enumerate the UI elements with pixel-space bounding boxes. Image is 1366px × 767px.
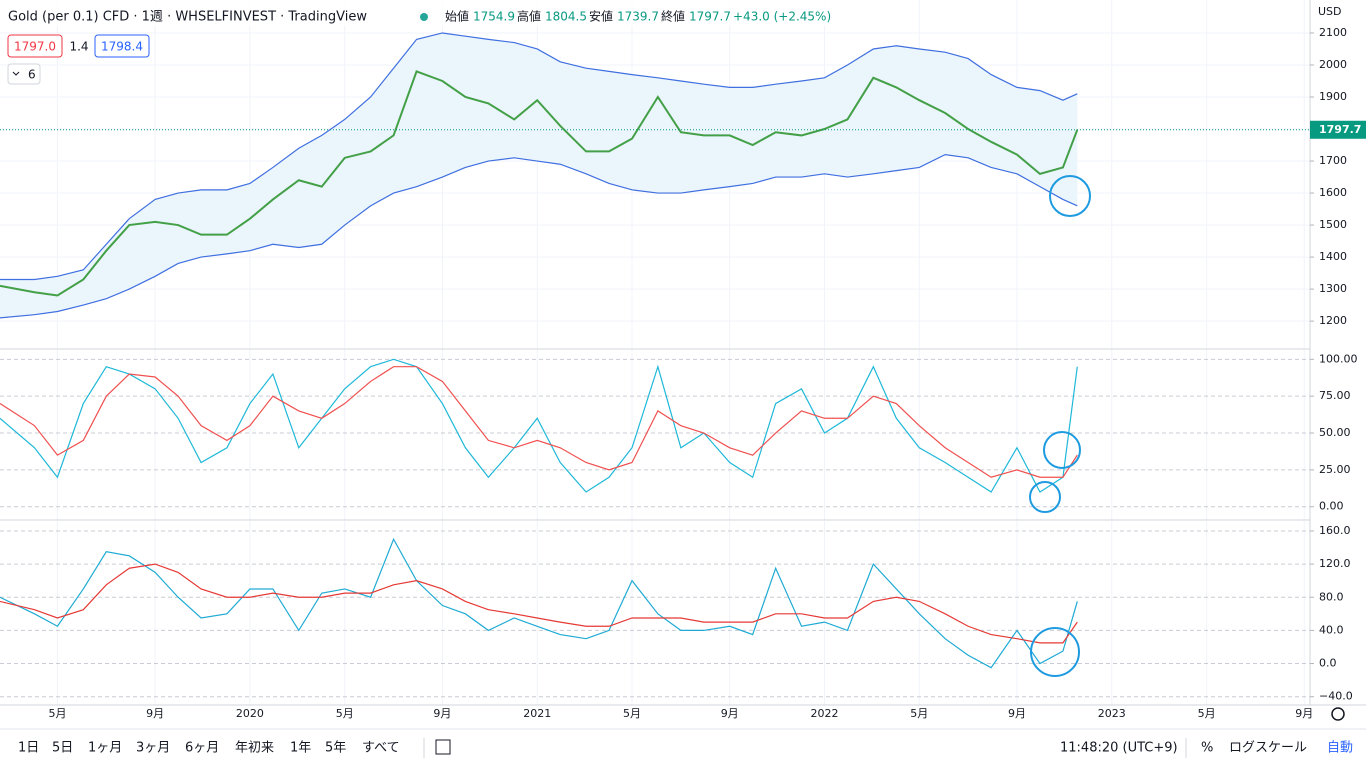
series-line <box>0 537 1078 669</box>
x-tick-label: 5月 <box>48 707 66 720</box>
y-tick-label: 100.00 <box>1319 352 1358 365</box>
y-tick-label: 1700 <box>1319 154 1347 167</box>
plot <box>0 32 1310 669</box>
y-tick-label: 1200 <box>1319 314 1347 327</box>
sell-box[interactable] <box>7 34 63 58</box>
range-button[interactable]: 年初来 <box>235 741 274 756</box>
ohlc-change: +43.0 (+2.45%) <box>733 10 831 24</box>
x-tick-label: 9月 <box>433 707 451 720</box>
ohlc-label: 始値 <box>445 9 469 24</box>
range-button[interactable]: 6ヶ月 <box>185 741 219 756</box>
range-button[interactable]: 5年 <box>325 741 346 756</box>
ohlc-value: 1804.5 <box>545 10 587 24</box>
y-tick-label: 1900 <box>1319 90 1347 103</box>
series-line <box>0 358 1078 493</box>
y-tick-label: 80.0 <box>1319 590 1344 603</box>
currency[interactable]: USD <box>1318 5 1342 18</box>
y-tick-label: 0.00 <box>1319 500 1344 513</box>
annotation-circle <box>1030 627 1080 677</box>
chevron <box>12 71 20 76</box>
x-tick-label: 9月 <box>1295 707 1313 720</box>
y-tick-label: 1600 <box>1319 186 1347 199</box>
annotation-circle <box>1029 481 1061 513</box>
range-button[interactable]: 1日 <box>18 741 39 756</box>
x-tick-label: 5月 <box>623 707 641 720</box>
annotation-circle <box>1043 431 1081 469</box>
y-tick-label: −40.0 <box>1319 690 1353 703</box>
y-tick-label: 1500 <box>1319 218 1347 231</box>
y-tick-label: 75.00 <box>1319 389 1351 402</box>
y-tick-label: 0.0 <box>1319 657 1337 670</box>
indicator-toggle[interactable] <box>7 63 41 85</box>
clock: 11:48:20 (UTC+9) <box>1060 741 1178 756</box>
date-range-icon[interactable] <box>435 739 451 755</box>
buy-price[interactable]: 1798.4 <box>101 40 143 54</box>
x-tick-label: 5月 <box>910 707 928 720</box>
x-tick-label: 9月 <box>146 707 164 720</box>
series-line <box>0 154 1078 319</box>
ohlc-value: 1754.9 <box>473 10 515 24</box>
y-tick-label: 120.0 <box>1319 557 1351 570</box>
header-bg <box>0 0 830 26</box>
price-tag-label: 1797.7 <box>1319 123 1361 136</box>
range-button[interactable]: すべて <box>362 741 400 756</box>
x-tick-label: 2020 <box>236 707 264 720</box>
x-tick-label: 2021 <box>523 707 551 720</box>
log-toggle[interactable]: ログスケール <box>1229 741 1307 756</box>
title: Gold (per 0.1) CFD · 1週 · WHSELFINVEST ·… <box>8 10 367 25</box>
spread: 1.4 <box>69 40 88 54</box>
band-fill <box>0 32 1078 318</box>
x-tick-label: 2022 <box>810 707 838 720</box>
status-dot <box>420 13 428 21</box>
ohlc-label: 高値 <box>517 9 541 24</box>
series-line <box>0 70 1079 297</box>
x-tick-label: 9月 <box>1008 707 1026 720</box>
auto-toggle[interactable]: 自動 <box>1327 741 1353 756</box>
ohlc-value: 1739.7 <box>617 10 659 24</box>
series-line <box>0 366 1078 478</box>
y-tick-label: 40.0 <box>1319 623 1344 636</box>
series-line <box>0 32 1078 281</box>
y-tick-label: 1400 <box>1319 250 1347 263</box>
y-tick-label: 2000 <box>1319 58 1347 71</box>
annotation-circle <box>1049 175 1091 217</box>
price-tag <box>1310 120 1366 139</box>
y-tick-label: 1300 <box>1319 282 1347 295</box>
ohlc-value: 1797.7 <box>689 10 731 24</box>
y-tick-label: 2100 <box>1319 26 1347 39</box>
settings-icon[interactable] <box>1331 707 1345 721</box>
y-tick-label: 50.00 <box>1319 426 1351 439</box>
y-tick-label: 160.0 <box>1319 524 1351 537</box>
x-tick-label: 2023 <box>1098 707 1126 720</box>
sell-price[interactable]: 1797.0 <box>14 40 56 54</box>
range-button[interactable]: 5日 <box>52 741 73 756</box>
percent-toggle[interactable]: % <box>1201 741 1213 756</box>
range-button[interactable]: 1年 <box>290 741 311 756</box>
buy-box[interactable] <box>94 34 150 58</box>
indicator-count[interactable]: 6 <box>28 68 36 82</box>
x-tick-label: 9月 <box>721 707 739 720</box>
y-tick-label: 25.00 <box>1319 463 1351 476</box>
range-button[interactable]: 3ヶ月 <box>136 741 170 756</box>
ohlc-label: 終値 <box>661 9 685 24</box>
x-tick-label: 5月 <box>336 707 354 720</box>
series-line <box>0 563 1078 644</box>
x-tick-label: 5月 <box>1198 707 1216 720</box>
ohlc-label: 安値 <box>589 9 613 24</box>
range-button[interactable]: 1ヶ月 <box>88 741 122 756</box>
